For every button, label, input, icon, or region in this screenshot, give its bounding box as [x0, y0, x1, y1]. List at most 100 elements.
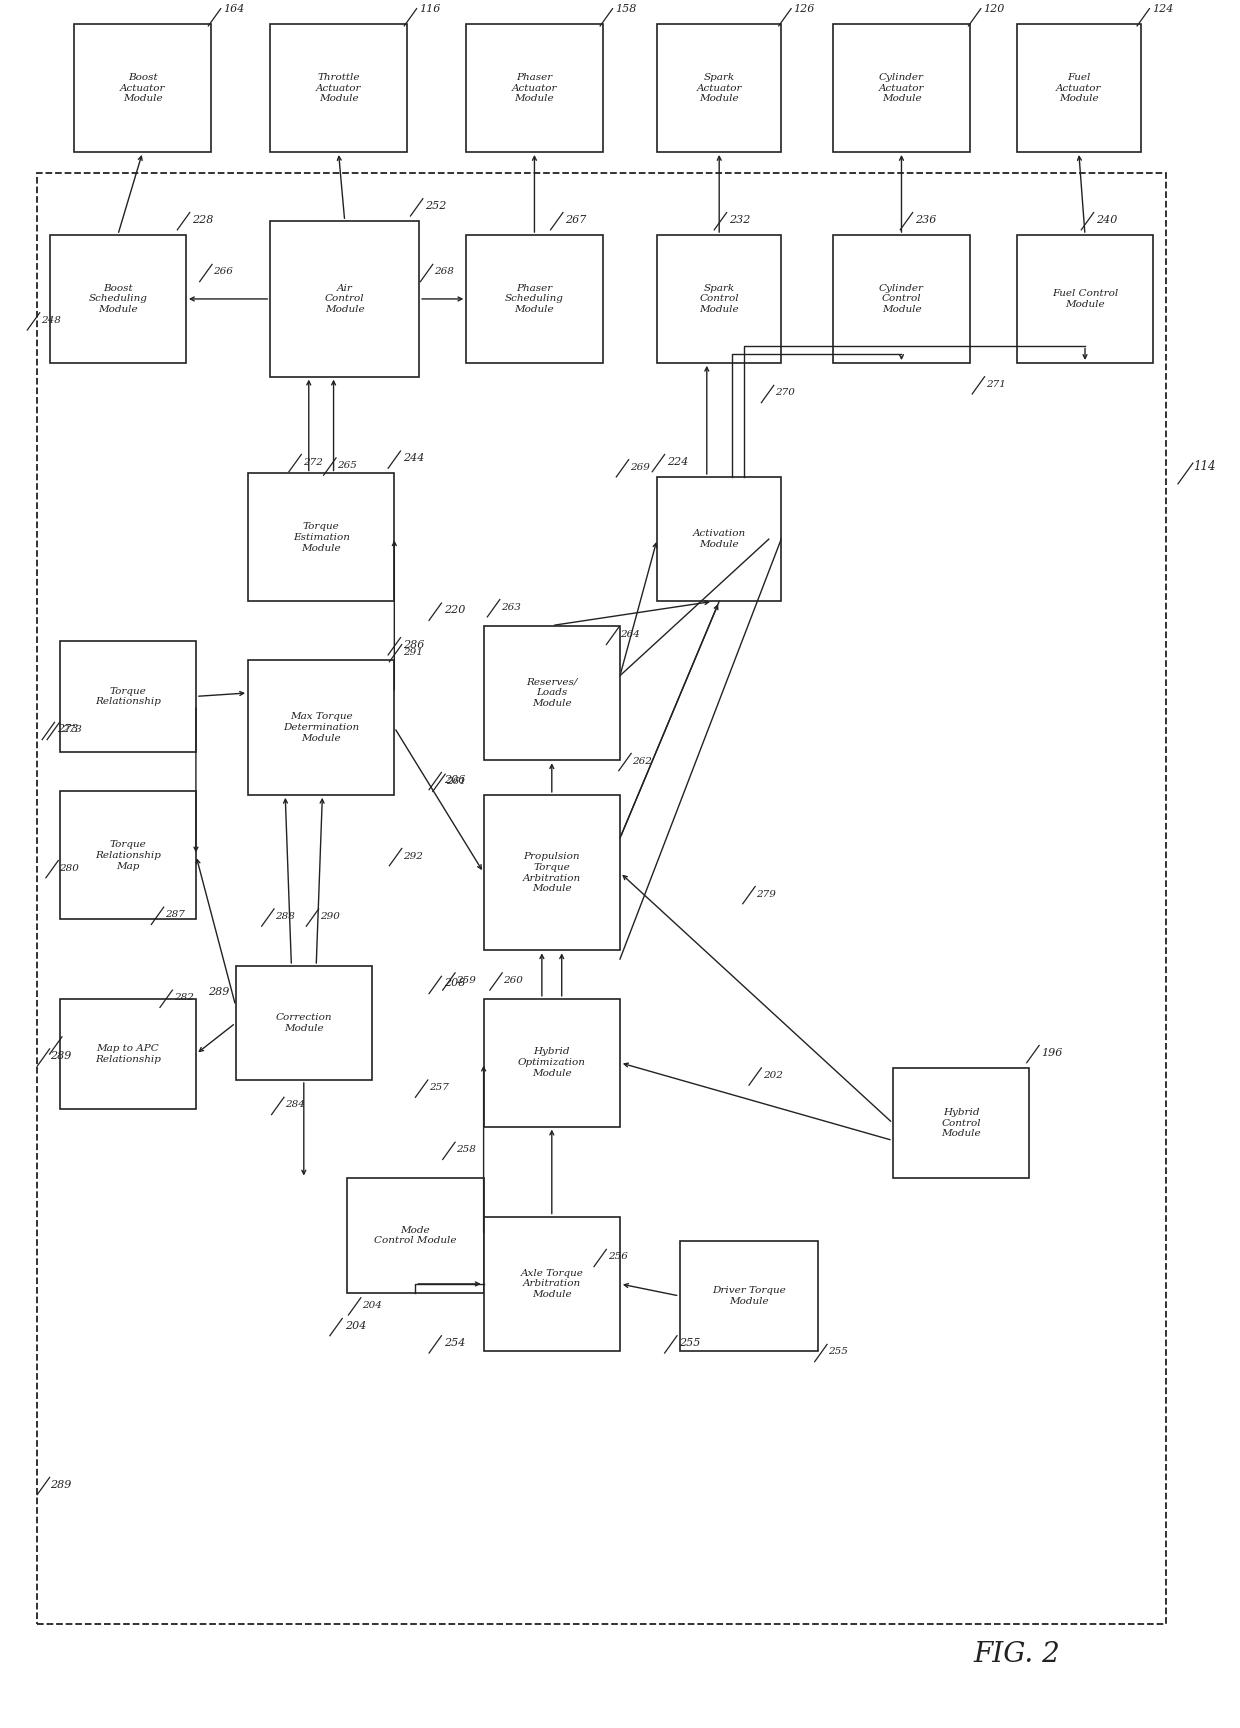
FancyBboxPatch shape [74, 24, 211, 152]
FancyBboxPatch shape [1017, 24, 1141, 152]
FancyBboxPatch shape [60, 641, 196, 752]
Text: 204: 204 [345, 1320, 366, 1331]
FancyBboxPatch shape [484, 626, 620, 760]
Text: 120: 120 [983, 3, 1004, 14]
FancyBboxPatch shape [466, 235, 603, 363]
FancyBboxPatch shape [60, 791, 196, 919]
Text: 273: 273 [62, 726, 82, 734]
Text: 116: 116 [419, 3, 440, 14]
Text: Propulsion
Torque
Arbitration
Module: Propulsion Torque Arbitration Module [523, 852, 580, 893]
Text: 236: 236 [915, 214, 936, 225]
Text: 256: 256 [608, 1253, 627, 1261]
FancyBboxPatch shape [248, 473, 394, 601]
Text: 286: 286 [403, 639, 424, 650]
Text: Max Torque
Determination
Module: Max Torque Determination Module [283, 712, 360, 743]
FancyBboxPatch shape [657, 235, 781, 363]
Text: Driver Torque
Module: Driver Torque Module [712, 1286, 786, 1306]
Text: Boost
Actuator
Module: Boost Actuator Module [120, 73, 165, 104]
Text: 232: 232 [729, 214, 750, 225]
Text: 288: 288 [275, 912, 295, 921]
Text: 261: 261 [446, 778, 466, 786]
Text: Torque
Relationship
Map: Torque Relationship Map [94, 840, 161, 871]
FancyBboxPatch shape [484, 795, 620, 950]
FancyBboxPatch shape [466, 24, 603, 152]
Text: 272: 272 [303, 458, 322, 467]
Text: Cylinder
Actuator
Module: Cylinder Actuator Module [879, 73, 924, 104]
Text: 126: 126 [794, 3, 815, 14]
Text: 263: 263 [501, 603, 521, 612]
Text: Throttle
Actuator
Module: Throttle Actuator Module [316, 73, 361, 104]
Text: 257: 257 [429, 1083, 449, 1092]
FancyBboxPatch shape [893, 1068, 1029, 1178]
Text: 204: 204 [362, 1301, 382, 1310]
Text: 220: 220 [444, 605, 465, 615]
Text: 270: 270 [775, 389, 795, 397]
Text: 206: 206 [444, 774, 465, 785]
Text: 114: 114 [1193, 460, 1215, 473]
Text: Phaser
Actuator
Module: Phaser Actuator Module [512, 73, 557, 104]
Text: 291: 291 [403, 648, 423, 657]
FancyBboxPatch shape [236, 966, 372, 1080]
Text: 292: 292 [403, 852, 423, 861]
Text: 196: 196 [1042, 1047, 1063, 1058]
FancyBboxPatch shape [50, 235, 186, 363]
Text: Axle Torque
Arbitration
Module: Axle Torque Arbitration Module [521, 1268, 583, 1299]
Text: 259: 259 [456, 976, 476, 985]
Text: 164: 164 [223, 3, 244, 14]
Text: 287: 287 [165, 911, 185, 919]
Text: FIG. 2: FIG. 2 [973, 1640, 1060, 1668]
Text: 282: 282 [174, 994, 193, 1002]
Text: 208: 208 [444, 978, 465, 988]
Text: Reserves/
Loads
Module: Reserves/ Loads Module [526, 677, 578, 708]
Text: Hybrid
Optimization
Module: Hybrid Optimization Module [518, 1047, 585, 1078]
Text: Correction
Module: Correction Module [275, 1013, 332, 1033]
Text: 240: 240 [1096, 214, 1117, 225]
Text: Spark
Actuator
Module: Spark Actuator Module [697, 73, 742, 104]
FancyBboxPatch shape [248, 660, 394, 795]
Text: Phaser
Scheduling
Module: Phaser Scheduling Module [505, 283, 564, 314]
Text: 260: 260 [503, 976, 523, 985]
FancyBboxPatch shape [60, 999, 196, 1109]
Text: 289: 289 [50, 1051, 71, 1061]
Text: 290: 290 [320, 912, 340, 921]
Text: Mode
Control Module: Mode Control Module [374, 1225, 456, 1246]
Text: 124: 124 [1152, 3, 1173, 14]
Text: 289: 289 [208, 987, 229, 997]
Text: Torque
Relationship: Torque Relationship [94, 686, 161, 707]
FancyBboxPatch shape [270, 221, 419, 377]
FancyBboxPatch shape [484, 1217, 620, 1351]
FancyBboxPatch shape [657, 24, 781, 152]
FancyBboxPatch shape [833, 24, 970, 152]
Text: 279: 279 [756, 890, 776, 899]
Text: Activation
Module: Activation Module [693, 529, 745, 550]
Text: 224: 224 [667, 456, 688, 467]
Text: 158: 158 [615, 3, 636, 14]
Text: 264: 264 [620, 631, 640, 639]
Text: 267: 267 [565, 214, 587, 225]
FancyBboxPatch shape [833, 235, 970, 363]
Text: 289: 289 [50, 1479, 71, 1490]
Text: 228: 228 [192, 214, 213, 225]
Text: 202: 202 [763, 1071, 782, 1080]
Text: Cylinder
Control
Module: Cylinder Control Module [879, 283, 924, 314]
Text: 280: 280 [60, 864, 79, 873]
Text: 284: 284 [285, 1101, 305, 1109]
FancyBboxPatch shape [680, 1241, 818, 1351]
Text: Spark
Control
Module: Spark Control Module [699, 283, 739, 314]
Text: 258: 258 [456, 1146, 476, 1154]
Text: 248: 248 [41, 316, 61, 325]
FancyBboxPatch shape [347, 1178, 484, 1293]
FancyBboxPatch shape [1017, 235, 1153, 363]
Text: 255: 255 [680, 1337, 701, 1348]
Text: Boost
Scheduling
Module: Boost Scheduling Module [88, 283, 148, 314]
Text: 262: 262 [632, 757, 652, 766]
Text: Air
Control
Module: Air Control Module [325, 283, 365, 314]
Text: 269: 269 [630, 463, 650, 472]
Text: Hybrid
Control
Module: Hybrid Control Module [941, 1108, 981, 1139]
Text: 265: 265 [337, 461, 357, 470]
Text: 255: 255 [828, 1348, 848, 1356]
Text: Fuel
Actuator
Module: Fuel Actuator Module [1056, 73, 1101, 104]
Text: 266: 266 [213, 268, 233, 276]
Text: Fuel Control
Module: Fuel Control Module [1052, 289, 1118, 309]
Text: 244: 244 [403, 453, 424, 463]
